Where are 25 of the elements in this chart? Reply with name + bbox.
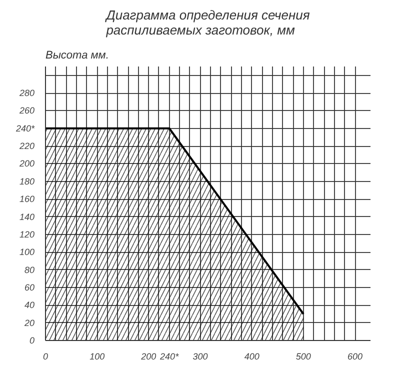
y-tick-label: 100 xyxy=(19,247,35,258)
x-tick-label: 100 xyxy=(90,352,105,362)
y-tick-label: 160 xyxy=(19,194,35,204)
y-tick-label: 280 xyxy=(18,88,35,98)
y-tick-label: 60 xyxy=(24,282,35,292)
y-tick-label: 40 xyxy=(24,300,35,310)
y-tick-label: 120 xyxy=(19,229,35,240)
y-axis-title: Высота мм. xyxy=(46,50,109,62)
x-tick-label: 240* xyxy=(159,352,180,362)
y-tick-label: 140 xyxy=(19,212,35,222)
y-tick-label: 260 xyxy=(18,106,35,116)
y-tick-label: 20 xyxy=(23,318,35,328)
x-tick-label: 400 xyxy=(244,352,260,362)
x-tick-label: 300 xyxy=(192,352,208,362)
y-tick-label: 180 xyxy=(19,176,35,186)
x-tick-label: 600 xyxy=(348,352,363,362)
chart-title: Диаграмма определения сечения распиливаемых заготовок, мм xyxy=(104,8,310,38)
y-tick-label: 0 xyxy=(29,336,35,346)
y-tick-label: 80 xyxy=(24,264,35,275)
y-tick-label: 200 xyxy=(18,158,35,169)
x-tick-label: 500 xyxy=(296,352,311,362)
x-tick-label: 0 xyxy=(42,352,48,362)
y-tick-label: 220 xyxy=(18,141,35,152)
y-tick-label: 240* xyxy=(14,123,35,134)
x-tick-label: 200 xyxy=(140,352,156,362)
